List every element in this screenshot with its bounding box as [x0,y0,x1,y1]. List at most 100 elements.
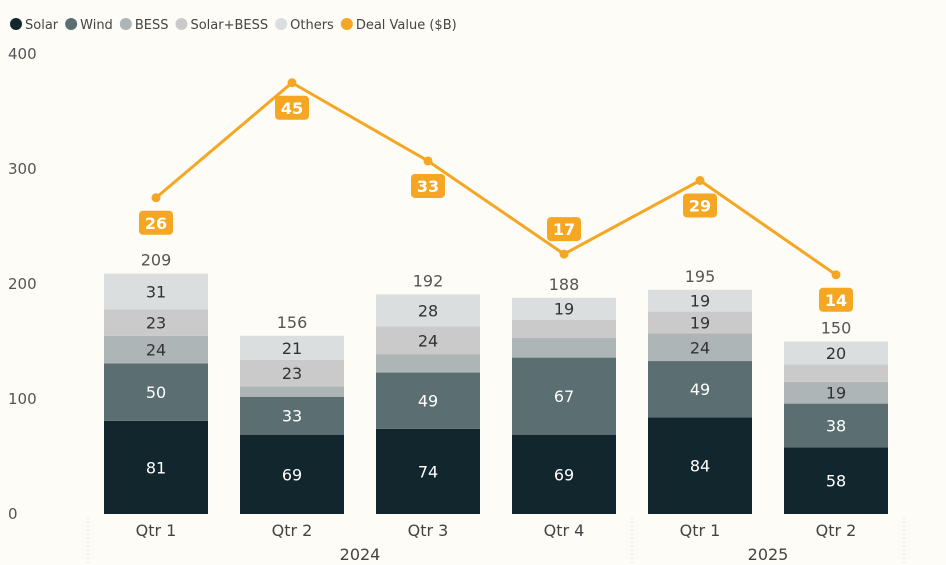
bar-others-1 [240,335,344,360]
segment-label-wind-1: 33 [282,407,302,426]
bar-solar-5 [784,447,888,514]
bar-wind-0 [104,363,208,421]
bar-solar-4 [648,417,752,514]
bar-others-0 [104,273,208,310]
y-tick-label-200: 200 [8,275,37,293]
legend-marker-3 [175,18,188,30]
y-tick-label-100: 100 [8,390,37,408]
deal-value-point-1 [287,78,297,88]
y-tick-label-0: 0 [8,505,18,523]
x-tick-label-2: Qtr 3 [408,521,449,540]
legend-label-4: Others [290,18,334,33]
bar-solar-bess-3 [512,319,616,339]
y-tick-label-300: 300 [8,160,37,178]
bar-solar-0 [104,420,208,514]
segment-label-others-1: 21 [282,339,302,358]
segment-label-others-5: 20 [826,344,846,363]
segment-label-bess-4: 24 [690,338,710,357]
x-tick-label-4: Qtr 1 [680,521,721,540]
bar-others-3 [512,297,616,320]
total-label-5: 150 [821,319,852,338]
legend-marker-0 [10,18,22,30]
segment-label-wind-5: 38 [826,416,846,435]
segment-label-solar-bess-1: 23 [282,364,302,383]
bar-bess-0 [104,335,208,364]
segment-label-wind-0: 50 [146,383,166,402]
total-label-4: 195 [685,267,716,286]
bar-solar-bess-0 [104,309,208,336]
deal-value-badge-5 [819,287,853,312]
deal-value-point-2 [423,156,433,166]
x-tick-label-3: Qtr 4 [544,521,585,540]
legend-marker-5 [340,18,353,30]
bar-wind-5 [784,403,888,448]
bar-solar-bess-2 [376,326,480,355]
legend-label-2: BESS [135,18,169,33]
segment-label-others-0: 31 [146,282,166,301]
x-tick-label-5: Qtr 2 [816,521,857,540]
legend-label-1: Wind [80,18,113,33]
bar-bess-2 [376,354,480,373]
segment-label-bess-0: 24 [146,341,166,360]
segment-label-solar-5: 58 [826,472,846,491]
deal-value-point-4 [695,176,705,185]
segment-label-wind-4: 49 [690,380,710,399]
bar-wind-2 [376,372,480,429]
bar-bess-1 [240,386,344,397]
deal-value-badge-2 [411,173,445,198]
bar-solar-bess-5 [784,364,888,382]
segment-label-others-2: 28 [418,301,438,320]
x-tick-label-1: Qtr 2 [272,521,313,540]
year-label-1: 2025 [748,545,789,564]
deal-value-label-5: 14 [825,291,847,310]
bar-solar-3 [512,434,616,514]
segment-label-others-4: 19 [690,292,710,311]
deal-value-point-3 [559,249,569,259]
segment-label-solar-bess-0: 23 [146,314,166,333]
segment-label-solar-4: 84 [690,457,710,476]
legend-marker-2 [119,18,132,30]
legend-label-0: Solar [25,18,59,33]
bar-bess-3 [512,338,616,358]
deal-value-point-5 [831,270,841,280]
segment-label-solar-0: 81 [146,458,166,477]
deal-value-badge-1 [275,95,309,120]
bar-bess-5 [784,381,888,404]
deal-value-point-0 [151,193,161,203]
segment-label-wind-3: 67 [554,387,574,406]
deal-value-line [155,81,837,277]
legend-label-5: Deal Value ($B) [356,18,457,33]
bar-bess-4 [648,333,752,362]
deal-value-label-2: 33 [417,177,439,196]
deal-value-badge-0 [139,210,173,235]
bar-solar-bess-1 [240,359,344,387]
bar-others-4 [648,289,752,312]
deal-value-label-1: 45 [281,99,303,118]
bar-solar-bess-4 [648,311,752,334]
bar-others-2 [376,294,480,327]
bar-solar-2 [376,428,480,514]
x-tick-label-0: Qtr 1 [136,521,177,540]
segment-label-solar-bess-2: 24 [418,331,438,350]
bar-wind-4 [648,361,752,418]
bar-wind-3 [512,357,616,435]
deal-value-label-3: 17 [553,220,575,239]
segment-label-solar-bess-4: 19 [690,314,710,333]
segment-label-solar-2: 74 [418,462,438,481]
segment-label-solar-3: 69 [554,465,574,484]
bar-others-5 [784,341,888,365]
y-tick-label-400: 400 [8,45,37,63]
legend-label-3: Solar+BESS [190,18,268,33]
bar-wind-1 [240,396,344,435]
total-label-3: 188 [549,275,580,294]
total-label-1: 156 [277,313,308,332]
segment-label-others-3: 19 [554,300,574,319]
legend-marker-4 [275,18,288,30]
deal-value-label-0: 26 [145,214,167,233]
total-label-0: 209 [141,251,172,270]
deal-value-badge-3 [547,217,581,242]
deal-value-label-4: 29 [689,197,711,216]
total-label-2: 192 [413,271,444,290]
year-label-0: 2024 [340,545,381,564]
